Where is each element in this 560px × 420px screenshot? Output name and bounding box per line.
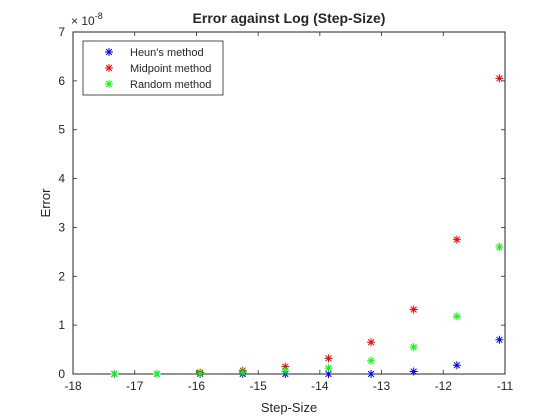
x-tick-label: -14 [311, 379, 329, 393]
random-method-point [367, 356, 376, 365]
y-tick-label: 3 [58, 220, 65, 234]
legend-marker-midpoint-method [105, 64, 113, 72]
midpoint-method-point [367, 338, 376, 347]
random-method-point [110, 370, 119, 378]
heun-s-method-point [367, 370, 376, 378]
ticks-layer: -18 -17 -16 -15 -14 -13 -12 -11 0 1 2 3 4 5 6 7 [58, 25, 513, 393]
x-tick-label: -16 [188, 379, 206, 393]
x-tick-label: -18 [64, 379, 82, 393]
random-method-point [495, 242, 504, 251]
x-tick-label: -13 [373, 379, 391, 393]
random-method-point [196, 369, 205, 378]
y-exponent-base: × 10 [71, 14, 95, 28]
x-axis-label: Step-Size [261, 400, 317, 415]
midpoint-method-point [495, 74, 504, 83]
midpoint-method-point [324, 354, 333, 363]
y-axis-label: Error [38, 188, 53, 218]
legend-label-random-method: Random method [130, 79, 211, 91]
data-layer [110, 74, 504, 378]
x-tick-label: -15 [249, 379, 267, 393]
midpoint-method-point [409, 305, 418, 314]
random-method-point [238, 368, 247, 377]
y-tick-label: 1 [58, 318, 65, 332]
random-method-point [324, 364, 333, 373]
y-exponent-multiplier: × 10-8 [71, 11, 103, 28]
heun-s-method-point [452, 361, 461, 370]
heun-s-method-point [324, 370, 333, 378]
legend-marker-heun-s-method [105, 48, 113, 56]
x-tick-label: -12 [435, 379, 453, 393]
y-tick-label: 6 [58, 74, 65, 88]
x-tick-label: -11 [497, 379, 514, 393]
y-tick-label: 5 [58, 123, 65, 137]
midpoint-method-point [452, 235, 461, 244]
heun-s-method-point [409, 367, 418, 376]
legend-marker-random-method [105, 80, 113, 88]
legend-label-midpoint-method: Midpoint method [130, 63, 211, 75]
legend: Heun's method Midpoint method Random metho… [82, 40, 224, 96]
random-method-point [409, 343, 418, 352]
y-tick-label: 4 [58, 172, 65, 186]
midpoint-method-point [281, 362, 290, 371]
random-method-point [281, 367, 290, 376]
x-tick-label: -17 [126, 379, 144, 393]
legend-label-heun-s-method: Heun's method [130, 47, 204, 59]
heun-s-method-point [495, 335, 504, 344]
random-method-point [152, 370, 161, 378]
y-exponent-power: -8 [95, 11, 103, 21]
chart-title: Error against Log (Step-Size) [193, 10, 386, 26]
random-method-point [452, 312, 461, 321]
y-tick-label: 2 [58, 269, 65, 283]
y-tick-label: 0 [58, 367, 65, 381]
y-tick-label: 7 [58, 25, 65, 39]
